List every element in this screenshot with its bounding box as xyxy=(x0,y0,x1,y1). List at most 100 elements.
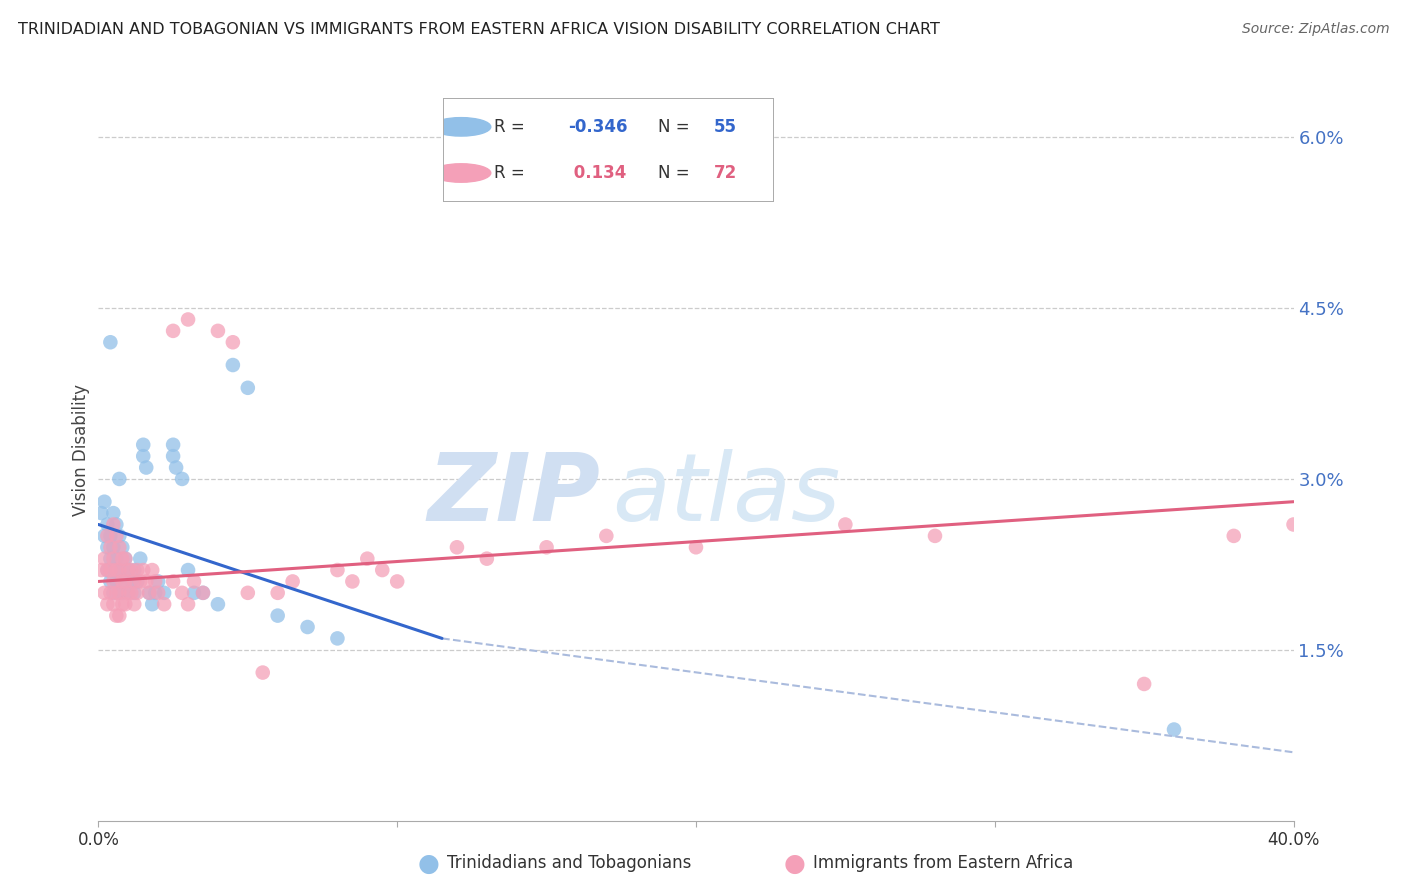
Point xyxy=(297,620,319,634)
Point xyxy=(267,608,290,623)
Point xyxy=(103,586,125,600)
Point xyxy=(98,541,122,555)
Point xyxy=(356,551,378,566)
Point xyxy=(153,586,176,600)
Text: ●: ● xyxy=(783,852,806,875)
Text: Source: ZipAtlas.com: Source: ZipAtlas.com xyxy=(1241,22,1389,37)
Point xyxy=(111,563,134,577)
Point xyxy=(105,608,128,623)
Point xyxy=(98,586,122,600)
Point xyxy=(191,586,214,600)
Point xyxy=(98,529,122,543)
Point xyxy=(111,586,134,600)
Point xyxy=(207,597,229,611)
Point xyxy=(141,563,163,577)
Point xyxy=(1282,517,1305,532)
Point xyxy=(103,574,125,589)
Point xyxy=(93,529,115,543)
Point xyxy=(183,574,205,589)
Point xyxy=(148,574,170,589)
Point xyxy=(127,586,149,600)
Point xyxy=(98,551,122,566)
Point xyxy=(111,574,134,589)
Point xyxy=(98,574,122,589)
Point xyxy=(148,586,170,600)
Point xyxy=(98,563,122,577)
Point xyxy=(162,449,184,463)
Y-axis label: Vision Disability: Vision Disability xyxy=(72,384,90,516)
Point xyxy=(114,551,136,566)
Point xyxy=(124,586,146,600)
Point xyxy=(103,551,125,566)
Point xyxy=(132,449,155,463)
Point xyxy=(111,551,134,566)
Point xyxy=(162,438,184,452)
Text: 0.134: 0.134 xyxy=(568,164,627,182)
Point xyxy=(595,529,617,543)
Point xyxy=(114,597,136,611)
Point xyxy=(127,574,149,589)
Point xyxy=(96,529,118,543)
Point xyxy=(129,551,152,566)
Circle shape xyxy=(432,164,491,182)
Point xyxy=(90,563,112,577)
Point xyxy=(183,586,205,600)
Point xyxy=(117,586,139,600)
Text: N =: N = xyxy=(658,118,689,136)
Point xyxy=(124,597,146,611)
Text: 72: 72 xyxy=(714,164,737,182)
Point xyxy=(1133,677,1156,691)
Point xyxy=(141,597,163,611)
Point xyxy=(96,563,118,577)
Point xyxy=(165,460,187,475)
Point xyxy=(135,460,157,475)
Point xyxy=(162,574,184,589)
Point xyxy=(108,472,131,486)
Point xyxy=(132,563,155,577)
Point xyxy=(236,381,259,395)
Point xyxy=(111,597,134,611)
Point xyxy=(177,563,200,577)
Point xyxy=(105,586,128,600)
Point xyxy=(1163,723,1185,737)
Point xyxy=(281,574,304,589)
Point xyxy=(117,586,139,600)
Point xyxy=(252,665,274,680)
Point xyxy=(105,551,128,566)
Point xyxy=(138,586,160,600)
Point xyxy=(105,517,128,532)
Point xyxy=(326,563,349,577)
Point xyxy=(124,574,146,589)
Point xyxy=(177,312,200,326)
Point xyxy=(103,563,125,577)
Point xyxy=(834,517,856,532)
Point xyxy=(93,494,115,508)
Text: Immigrants from Eastern Africa: Immigrants from Eastern Africa xyxy=(813,855,1073,872)
Point xyxy=(103,541,125,555)
Point xyxy=(93,551,115,566)
Point xyxy=(129,574,152,589)
Point xyxy=(138,586,160,600)
Point xyxy=(172,586,194,600)
Point xyxy=(446,541,468,555)
Point xyxy=(114,551,136,566)
Point xyxy=(124,563,146,577)
Point xyxy=(371,563,394,577)
Point xyxy=(96,597,118,611)
Point xyxy=(177,597,200,611)
Point xyxy=(108,563,131,577)
Circle shape xyxy=(432,118,491,136)
Point xyxy=(143,586,166,600)
Point xyxy=(96,563,118,577)
Point xyxy=(117,563,139,577)
Point xyxy=(120,574,142,589)
Point xyxy=(626,142,648,156)
Point xyxy=(207,324,229,338)
Point xyxy=(108,586,131,600)
Point xyxy=(127,563,149,577)
Point xyxy=(108,586,131,600)
Point xyxy=(342,574,364,589)
Point xyxy=(222,335,245,350)
Point xyxy=(924,529,946,543)
Point xyxy=(385,574,409,589)
